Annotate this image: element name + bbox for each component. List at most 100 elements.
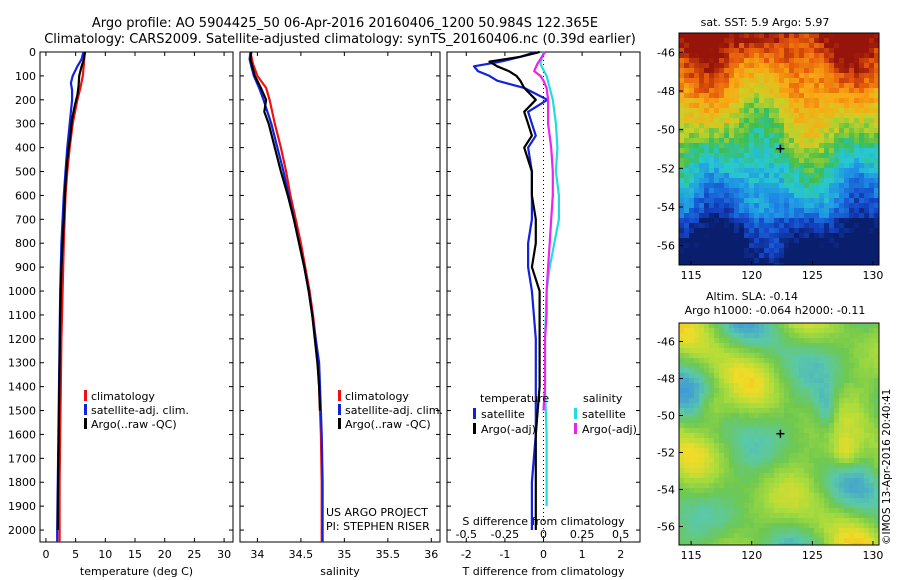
heatmap-cell	[684, 143, 690, 149]
heatmap-cell	[794, 103, 800, 109]
heatmap-cell	[854, 448, 860, 454]
heatmap-cell	[854, 108, 860, 114]
heatmap-cell	[784, 188, 790, 194]
heatmap-cell	[779, 108, 785, 114]
heatmap-cell	[704, 503, 710, 509]
heatmap-cell	[744, 513, 750, 519]
heatmap-cell	[679, 528, 685, 534]
heatmap-cell	[849, 493, 855, 499]
heatmap-cell	[714, 398, 720, 404]
heatmap-cell	[874, 373, 880, 379]
heatmap-cell	[779, 83, 785, 89]
heatmap-cell	[804, 453, 810, 459]
heatmap-cell	[734, 248, 740, 254]
heatmap-cell	[834, 353, 840, 359]
heatmap-cell	[794, 263, 800, 266]
heatmap-cell	[754, 98, 760, 104]
heatmap-cell	[814, 233, 820, 239]
heatmap-cell	[694, 528, 700, 534]
heatmap-cell	[819, 538, 825, 544]
heatmap-cell	[719, 203, 725, 209]
heatmap-cell	[784, 543, 790, 546]
heatmap-cell	[829, 148, 835, 154]
heatmap-cell	[819, 208, 825, 214]
heatmap-cell	[834, 348, 840, 354]
heatmap-cell	[689, 388, 695, 394]
heatmap-cell	[759, 208, 765, 214]
heatmap-cell	[739, 488, 745, 494]
heatmap-cell	[824, 228, 830, 234]
heatmap-cell	[734, 538, 740, 544]
heatmap-cell	[804, 328, 810, 334]
heatmap-cell	[749, 473, 755, 479]
heatmap-cell	[844, 358, 850, 364]
heatmap-cell	[874, 353, 880, 359]
heatmap-cell	[814, 323, 820, 329]
heatmap-cell	[809, 158, 815, 164]
heatmap-cell	[779, 213, 785, 219]
heatmap-cell	[779, 518, 785, 524]
heatmap-cell	[724, 68, 730, 74]
heatmap-cell	[834, 393, 840, 399]
heatmap-cell	[714, 158, 720, 164]
heatmap-cell	[689, 493, 695, 499]
heatmap-cell	[844, 238, 850, 244]
heatmap-cell	[744, 423, 750, 429]
heatmap-cell	[684, 383, 690, 389]
heatmap-cell	[804, 353, 810, 359]
heatmap-cell	[779, 218, 785, 224]
heatmap-cell	[849, 168, 855, 174]
heatmap-cell	[824, 223, 830, 229]
heatmap-cell	[724, 233, 730, 239]
heatmap-cell	[804, 438, 810, 444]
heatmap-cell	[744, 168, 750, 174]
heatmap-cell	[684, 43, 690, 49]
heatmap-cell	[764, 518, 770, 524]
heatmap-cell	[694, 138, 700, 144]
heatmap-cell	[859, 73, 865, 79]
heatmap-cell	[834, 188, 840, 194]
heatmap-cell	[799, 243, 805, 249]
heatmap-cell	[794, 83, 800, 89]
heatmap-cell	[829, 433, 835, 439]
heatmap-cell	[704, 413, 710, 419]
heatmap-cell	[874, 423, 880, 429]
heatmap-cell	[864, 78, 870, 84]
heatmap-cell	[759, 368, 765, 374]
heatmap-cell	[694, 373, 700, 379]
heatmap-cell	[794, 63, 800, 69]
heatmap-cell	[859, 163, 865, 169]
heatmap-cell	[794, 518, 800, 524]
heatmap-cell	[724, 418, 730, 424]
heatmap-cell	[709, 503, 715, 509]
heatmap-cell	[709, 33, 715, 39]
heatmap-cell	[749, 203, 755, 209]
heatmap-cell	[769, 388, 775, 394]
heatmap-cell	[709, 118, 715, 124]
heatmap-cell	[869, 453, 875, 459]
heatmap-cell	[814, 393, 820, 399]
heatmap-cell	[799, 413, 805, 419]
heatmap-cell	[844, 153, 850, 159]
heatmap-cell	[699, 213, 705, 219]
heatmap-cell	[739, 33, 745, 39]
heatmap-cell	[854, 58, 860, 64]
heatmap-cell	[689, 513, 695, 519]
heatmap-cell	[769, 483, 775, 489]
heatmap-cell	[714, 83, 720, 89]
heatmap-cell	[859, 153, 865, 159]
heatmap-cell	[744, 338, 750, 344]
heatmap-cell	[729, 323, 735, 329]
heatmap-cell	[864, 338, 870, 344]
heatmap-cell	[784, 398, 790, 404]
heatmap-cell	[769, 328, 775, 334]
heatmap-cell	[754, 538, 760, 544]
heatmap-cell	[849, 133, 855, 139]
heatmap-cell	[799, 168, 805, 174]
heatmap-cell	[794, 488, 800, 494]
heatmap-cell	[729, 173, 735, 179]
heatmap-cell	[684, 48, 690, 54]
heatmap-cell	[799, 248, 805, 254]
heatmap-cell	[874, 493, 880, 499]
heatmap-cell	[769, 428, 775, 434]
